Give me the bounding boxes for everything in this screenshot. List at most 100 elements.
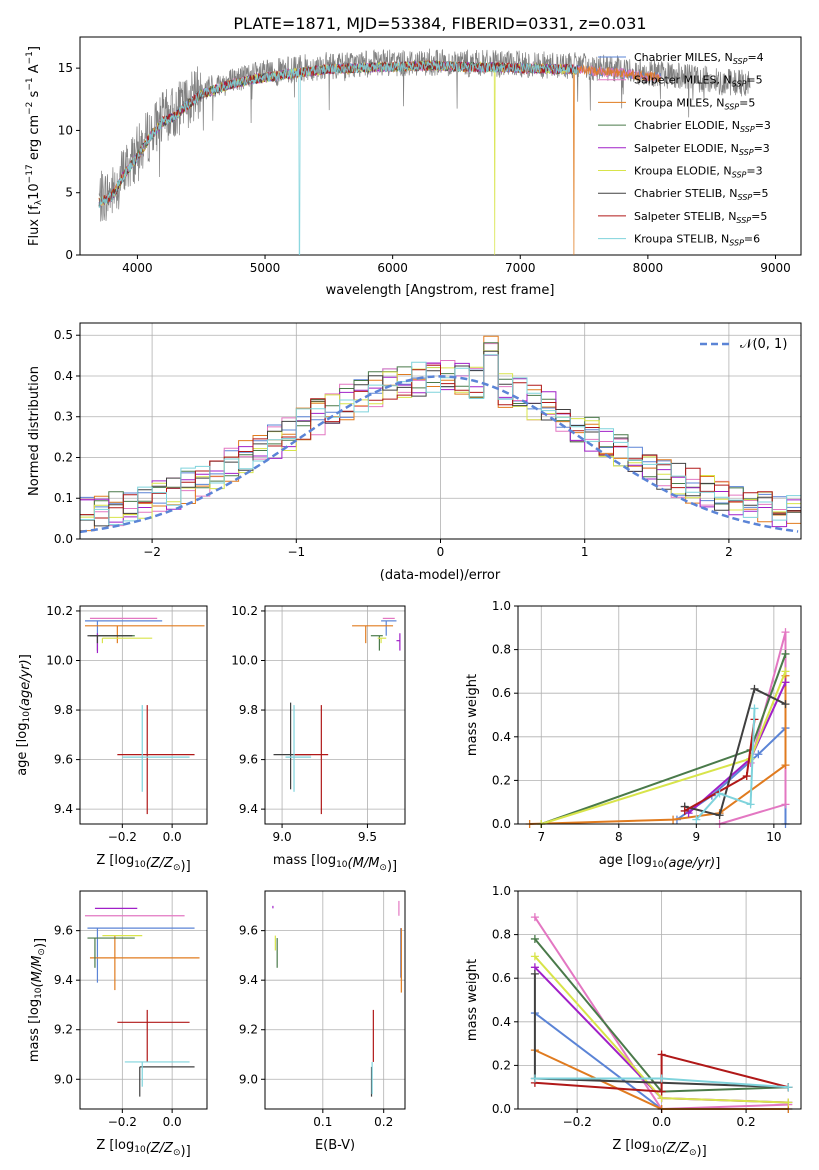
axes-bg — [518, 606, 801, 824]
gaussian-curve — [80, 375, 799, 534]
axes-frame — [517, 605, 802, 825]
series-marker — [657, 1074, 666, 1083]
label-sub: ⊙ — [173, 1148, 181, 1158]
series-marker — [715, 789, 724, 798]
x-tick-label: 0 — [437, 545, 445, 559]
x-tick-label: 0.1 — [313, 1115, 332, 1129]
series-marker — [784, 1083, 793, 1092]
legend-text: =6 — [744, 233, 760, 246]
age-vs-Z-panel: −0.2 0.09.49.69.810.010.2Z [log10(Z/Z⊙)]a… — [15, 604, 208, 874]
series-line — [684, 687, 786, 817]
xlabel: Z [log10(Z/Z⊙)] — [96, 1138, 190, 1159]
y-tick-label: 10.2 — [46, 604, 73, 618]
y-tick-label: 0.4 — [492, 730, 511, 744]
y-tick-label: 9.6 — [239, 924, 258, 938]
legend-sub: SSP — [732, 171, 747, 180]
legend-sub: SSP — [729, 239, 744, 248]
xlabel: Z [log10(Z/Z⊙)] — [96, 853, 190, 874]
ylabel: age [log10(age/yr)] — [15, 654, 33, 776]
series-marker — [657, 1050, 666, 1059]
legend-entry: Chabrier MILES, NSSP=4 — [634, 51, 764, 66]
y-tick-label: 9.4 — [54, 802, 73, 816]
legend-sub: SSP — [740, 125, 755, 134]
spectrum-plot — [98, 48, 751, 255]
label-sub: ⊙ — [689, 1148, 697, 1158]
y-tick-label: 9.8 — [54, 703, 73, 717]
xlabel: Z [log10(Z/Z⊙)] — [612, 1138, 706, 1159]
y-tick-label: 0.2 — [492, 1058, 511, 1072]
axes-frame — [517, 890, 802, 1110]
y-tick-label: 9.2 — [239, 1023, 258, 1037]
y-tick-label: 9.4 — [54, 973, 73, 987]
y-tick-label: 9.0 — [54, 1072, 73, 1086]
y-tick-label: 0.3 — [54, 410, 73, 424]
axes-frame — [264, 890, 406, 1110]
series-marker — [530, 913, 539, 922]
series-marker — [530, 1074, 539, 1083]
legend-text: Chabrier MILES, N — [634, 51, 733, 64]
y-tick-label: 10 — [58, 123, 73, 137]
series-marker — [781, 678, 790, 687]
series-marker — [680, 806, 689, 815]
y-tick-label: 0.0 — [492, 1102, 511, 1116]
y-tick-label: 5 — [65, 186, 73, 200]
axes-bg — [80, 606, 207, 824]
series-marker — [754, 750, 763, 759]
legend-text: =5 — [751, 210, 767, 223]
series-marker — [742, 772, 751, 781]
x-tick-label: 0.2 — [737, 1115, 756, 1129]
residual-panel: −2 −1 0 1 2 0.0 0.1 0.2 0.3 0.4 0.5 (data-model)/e… — [27, 322, 802, 583]
legend-text: =3 — [754, 142, 770, 155]
axes-bg — [80, 891, 207, 1109]
y-tick-label: 9.6 — [239, 753, 258, 767]
y-tick-label: 9.4 — [239, 973, 258, 987]
x-tick-label: 0.0 — [163, 1115, 182, 1129]
label-part: )] — [33, 938, 48, 948]
series-line — [695, 708, 756, 821]
y-tick-label: 1.0 — [492, 599, 511, 613]
legend-sub: SSP — [738, 193, 753, 202]
gaussian-legend: 𝒩(0, 1) — [700, 337, 787, 352]
series-marker — [530, 952, 539, 961]
legend-sub: SSP — [739, 148, 754, 157]
y-tick-label: 9.6 — [54, 753, 73, 767]
label-part: age [log — [15, 723, 30, 776]
series-marker — [781, 649, 790, 658]
legend-entry: Chabrier STELIB, NSSP=5 — [634, 187, 768, 202]
legend-sub: SSP — [732, 80, 747, 89]
legend-text: Salpeter MILES, N — [634, 74, 732, 87]
x-tick-label: 9 — [693, 830, 701, 844]
label-it: (M/M — [348, 856, 380, 871]
series-marker — [692, 815, 701, 824]
label-sub: 10 — [650, 1145, 662, 1155]
y-tick-label: 15 — [58, 61, 73, 75]
legend-entry: Kroupa ELODIE, NSSP=3 — [634, 165, 763, 180]
legend-text: Chabrier STELIB, N — [634, 187, 738, 200]
x-tick-label: 8 — [615, 830, 623, 844]
label-it: (M/M — [30, 956, 45, 988]
series-marker — [715, 811, 724, 820]
x-tick-label: 4000 — [122, 261, 153, 275]
label-part: Z [log — [96, 853, 134, 868]
label-part: Z [log — [96, 1138, 134, 1153]
age-vs-mass-panel: 9.0 9.5 9.4 9.6 9.8 10.0 10.2 mass [log10(M/M⊙)… — [231, 604, 406, 874]
label-sub: 10 — [134, 860, 146, 870]
series-marker — [530, 969, 539, 978]
x-tick-label: 8000 — [633, 261, 664, 275]
x-tick-label: 0.2 — [374, 1115, 393, 1129]
legend-text: =4 — [747, 51, 763, 64]
y-tick-label: 9.4 — [239, 802, 258, 816]
label-sub: ⊙ — [37, 948, 47, 956]
figure-title: PLATE=1871, MJD=53384, FIBERID=0331, z=0… — [233, 14, 646, 33]
y-tick-label: 0.1 — [54, 491, 73, 505]
y-tick-label: 1.0 — [492, 884, 511, 898]
histogram-salpeter-stelib — [80, 354, 801, 519]
legend-text: Chabrier ELODIE, N — [634, 119, 740, 132]
axes-frame — [79, 890, 208, 1110]
label-part: ] — [715, 856, 720, 871]
residual-ylabel: Normed distribution — [27, 366, 42, 496]
x-tick-label: 0.0 — [163, 830, 182, 844]
legend-text: Kroupa ELODIE, N — [634, 165, 732, 178]
